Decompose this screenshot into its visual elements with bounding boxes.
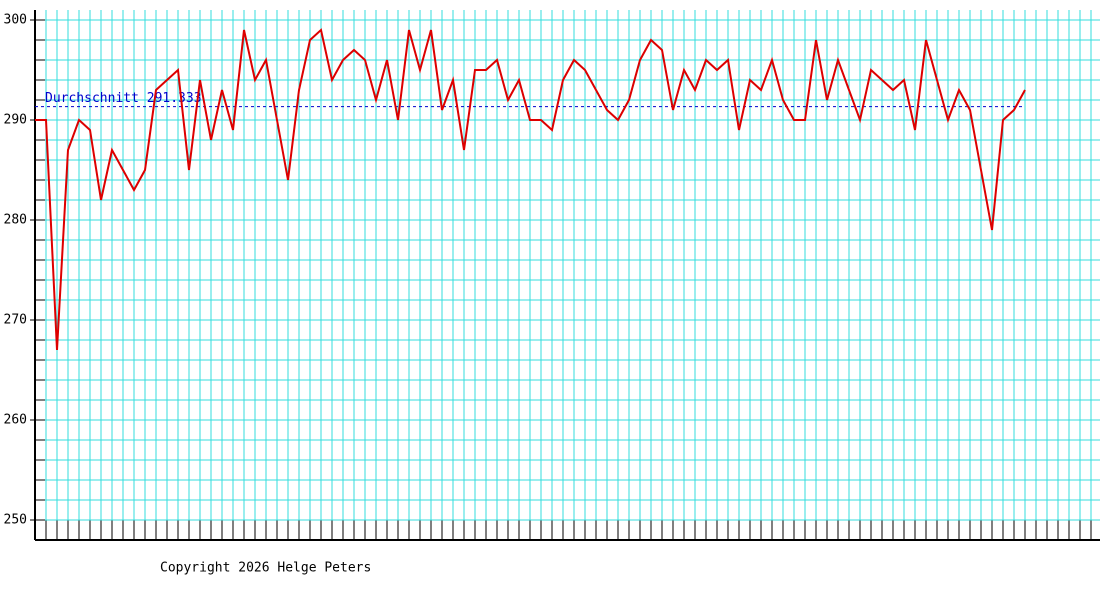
footer: Copyright 2026 Helge Peters bbox=[160, 561, 371, 576]
y-tick-label: 270 bbox=[4, 313, 27, 328]
data-line bbox=[35, 28, 1026, 351]
y-tick-label: 290 bbox=[4, 113, 27, 128]
average-label: Durchschnitt 291.333 bbox=[45, 91, 202, 106]
y-tick-label: 300 bbox=[4, 13, 27, 28]
y-tick-label: 250 bbox=[4, 513, 27, 528]
y-tick-label: 280 bbox=[4, 213, 27, 228]
y-tick-label: 260 bbox=[4, 413, 27, 428]
